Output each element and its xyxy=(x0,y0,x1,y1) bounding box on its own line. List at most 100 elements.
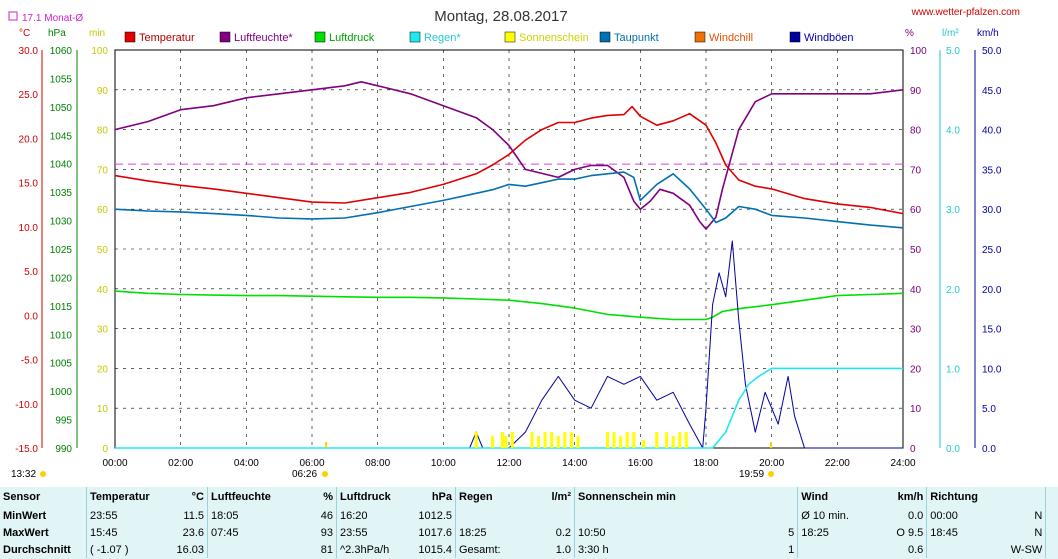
cell: 1 xyxy=(788,543,795,556)
temp-tick-label: 15.0 xyxy=(19,179,39,190)
wind-tick-label: 10.0 xyxy=(982,364,1002,375)
humidity-tick-label: 0 xyxy=(910,444,916,455)
cell: 0.2 xyxy=(555,526,571,539)
humidity-tick-label: 90 xyxy=(910,86,922,97)
x-tick-label: 04:00 xyxy=(234,458,259,469)
sunshine-bar xyxy=(563,432,567,448)
series-line-temperatur xyxy=(114,105,904,215)
row-label: Durchschnitt xyxy=(3,543,71,556)
legend-swatch xyxy=(314,31,326,43)
x-tick-label: 18:00 xyxy=(693,458,718,469)
wind-tick-label: 20.0 xyxy=(982,285,1002,296)
cell: O 9.5 xyxy=(896,526,924,539)
pressure-tick-label: 995 xyxy=(55,416,72,427)
temp-tick-label: 5.0 xyxy=(24,267,38,278)
chart-title: Montag, 28.08.2017 xyxy=(434,8,567,25)
legend-swatch xyxy=(409,31,421,43)
legend-label: Regen* xyxy=(424,32,461,44)
header-pressure: Luftdruck xyxy=(336,487,409,507)
wind-tick-label: 5.0 xyxy=(982,404,996,415)
cell: 23.6 xyxy=(182,526,204,539)
sunshine-bar xyxy=(606,432,609,448)
pressure-tick-label: 1060 xyxy=(50,46,73,57)
sunshine-bar xyxy=(543,432,547,448)
cell: 18:25 xyxy=(455,524,522,541)
legend-label: Luftfeuchte* xyxy=(234,32,293,44)
legend-swatch xyxy=(124,31,136,43)
sun-tick-label: 90 xyxy=(97,86,109,97)
cell xyxy=(207,541,294,558)
cell xyxy=(522,507,575,524)
statistics-panel: Sensor Temperatur °C Luftfeuchte % Luftd… xyxy=(0,487,1058,559)
sunshine-bar xyxy=(619,436,623,448)
cell: 1012.5 xyxy=(418,509,452,522)
header-temp: Temperatur xyxy=(86,487,165,507)
temp-tick-label: -15.0 xyxy=(15,444,38,455)
cell: 81 xyxy=(320,543,333,556)
cell: 18:05 xyxy=(207,507,294,524)
axes: 30.0 25.0 20.0 15.0 10.0 5.0 0.0 -5.0 -10.0 -15.0… xyxy=(15,46,1002,469)
sunshine-bar xyxy=(625,432,629,448)
cell: 3:30 h xyxy=(574,541,742,558)
cell xyxy=(797,541,875,558)
pressure-tick-label: 1025 xyxy=(50,245,73,256)
first-light-sun-icon xyxy=(40,471,46,477)
cell: 16.03 xyxy=(176,543,204,556)
cell: 5 xyxy=(788,526,795,539)
row-label: MinWert xyxy=(3,509,47,522)
temp-tick-label: -5.0 xyxy=(21,356,39,367)
header-hum: Luftfeuchte xyxy=(207,487,294,507)
row-label: MaxWert xyxy=(3,526,49,539)
wind-tick-label: 25.0 xyxy=(982,245,1002,256)
wind-tick-label: 35.0 xyxy=(982,165,1002,176)
cell: 0.0 xyxy=(908,509,924,522)
site-link[interactable]: www.wetter-pfalzen.com xyxy=(911,7,1020,18)
cell: ^2.3hPa/h xyxy=(336,541,409,558)
cell: ( -1.07 ) xyxy=(86,541,165,558)
cell: 00:00 xyxy=(926,507,996,524)
sunshine-bar xyxy=(612,432,616,448)
sunshine-bar xyxy=(632,432,636,448)
humidity-tick-label: 20 xyxy=(910,364,922,375)
cell xyxy=(455,507,522,524)
humidity-tick-label: 50 xyxy=(910,245,922,256)
series-line-regen xyxy=(115,367,903,449)
pressure-tick-label: 1030 xyxy=(50,217,73,228)
header-rain-unit: l/m² xyxy=(551,491,571,503)
stats-row-avg: Durchschnitt ( -1.07 ) 16.03 81 ^2.3hPa/… xyxy=(0,541,1058,558)
weather-chart: Montag, 28.08.2017 www.wetter-pfalzen.co… xyxy=(8,7,1020,480)
legend-swatch xyxy=(599,31,611,43)
cell: Gesamt: xyxy=(455,541,522,558)
sunshine-bar xyxy=(671,436,675,448)
grid xyxy=(115,50,903,448)
x-tick-label: 06:00 xyxy=(299,458,324,469)
temp-tick-label: 25.0 xyxy=(19,90,39,101)
cell: 07:45 xyxy=(207,524,294,541)
x-tick-label: 24:00 xyxy=(890,458,915,469)
sun-tick-label: 100 xyxy=(91,46,108,57)
sunshine-bar xyxy=(642,440,646,448)
x-tick-label: 20:00 xyxy=(759,458,784,469)
pressure-tick-label: 990 xyxy=(55,444,72,455)
unit-pct: % xyxy=(905,28,914,39)
legend-label: Windchill xyxy=(709,32,753,44)
temp-tick-label: 20.0 xyxy=(19,134,39,145)
cell: 11.5 xyxy=(183,509,204,522)
legend-swatch xyxy=(789,31,801,43)
header-wind-unit: km/h xyxy=(897,491,924,503)
sun-tick-label: 30 xyxy=(97,325,109,336)
humidity-tick-label: 40 xyxy=(910,285,922,296)
pressure-tick-label: 1020 xyxy=(50,273,73,284)
filler xyxy=(1045,541,1058,558)
rain-tick-label: 4.0 xyxy=(946,126,960,137)
header-rain: Regen xyxy=(455,487,522,507)
sunset-sun-icon xyxy=(768,471,774,477)
legend-swatch xyxy=(504,31,516,43)
wind-tick-label: 15.0 xyxy=(982,325,1002,336)
series-line-taupunkt xyxy=(114,171,904,229)
monthly-avg-label: 17.1 Monat-Ø xyxy=(22,13,83,24)
header-direction-spacer xyxy=(995,487,1046,507)
wind-tick-label: 0.0 xyxy=(982,444,996,455)
cell: 93 xyxy=(320,526,333,539)
temp-tick-label: -10.0 xyxy=(15,400,38,411)
